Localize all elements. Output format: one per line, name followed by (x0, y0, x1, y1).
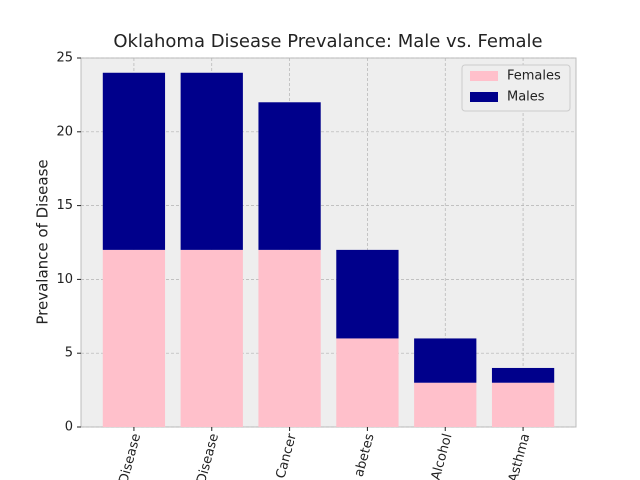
x-tick-label: Disease (194, 432, 222, 480)
bar (102, 72, 166, 250)
legend-swatch (470, 71, 498, 81)
bar (414, 338, 477, 383)
x-tick-label: abetes (352, 432, 378, 479)
x-tick-label: Alcohol (429, 432, 456, 480)
chart-title: Oklahoma Disease Prevalance: Male vs. Fe… (113, 31, 542, 52)
bar (336, 338, 399, 427)
y-tick-label: 15 (56, 198, 73, 213)
bar (180, 72, 243, 250)
bar (258, 249, 321, 427)
bar (491, 367, 555, 383)
y-tick-label: 25 (56, 51, 73, 66)
bar (180, 249, 243, 427)
legend-label: Males (507, 90, 545, 105)
legend-swatch (470, 92, 498, 102)
x-tick-label: Cancer (273, 431, 300, 480)
bar (491, 382, 555, 427)
bar (102, 249, 166, 427)
bar (258, 102, 321, 250)
y-tick-label: 20 (56, 124, 73, 139)
y-axis-label: Prevalance of Disease (34, 159, 52, 324)
bar (414, 382, 477, 427)
bar (336, 249, 399, 339)
x-tick-label: Asthma (506, 432, 533, 480)
legend-label: Females (507, 69, 561, 84)
y-tick-label: 0 (65, 420, 73, 435)
y-tick-label: 5 (65, 346, 73, 361)
y-tick-label: 10 (56, 272, 73, 287)
x-tick-label: Disease (116, 432, 144, 480)
